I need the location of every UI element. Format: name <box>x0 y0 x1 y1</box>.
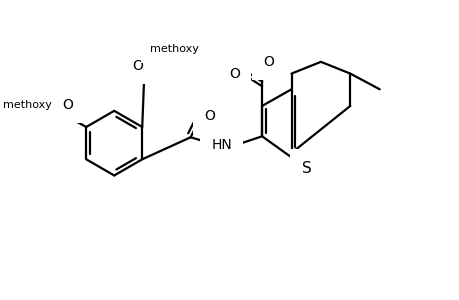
Text: S: S <box>302 161 311 176</box>
Text: O: O <box>132 59 143 73</box>
Text: O: O <box>263 55 274 69</box>
Text: O: O <box>132 59 143 73</box>
Text: O: O <box>229 67 240 81</box>
Text: O: O <box>62 98 73 112</box>
Text: methoxy: methoxy <box>146 43 197 56</box>
Text: O: O <box>62 98 73 112</box>
Text: methoxy: methoxy <box>149 44 198 54</box>
Text: O: O <box>203 109 214 123</box>
Text: methoxy: methoxy <box>3 100 51 110</box>
Text: HN: HN <box>211 138 232 152</box>
Text: methoxy: methoxy <box>14 98 66 111</box>
Text: methoxy: methoxy <box>146 45 194 55</box>
